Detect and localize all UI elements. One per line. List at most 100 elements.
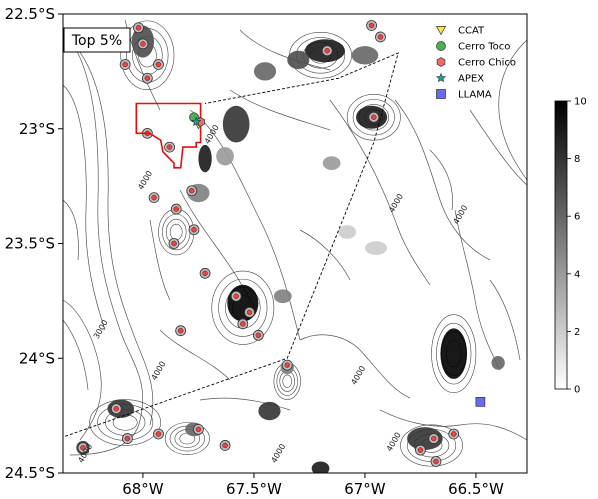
legend-label-cerro-toco: Cerro Toco <box>458 42 510 53</box>
y-tick-label: 23°S <box>19 120 55 138</box>
y-tick-label: 24°S <box>19 349 55 367</box>
shaded-patch <box>222 105 250 143</box>
peak-center <box>222 442 228 449</box>
shaded-patch <box>198 144 212 173</box>
shaded-patch <box>253 62 277 81</box>
peak-center <box>177 327 184 334</box>
peak-center <box>113 405 120 412</box>
peak-center <box>433 458 439 465</box>
shaded-patch <box>440 328 468 379</box>
peak-center <box>324 47 330 54</box>
peak-center <box>450 431 457 437</box>
colorbar-ticks: 0 2 4 6 8 10 <box>567 97 587 396</box>
legend-label-ccat: CCAT <box>458 26 485 37</box>
y-axis-ticks: 22.5°S 23°S 23.5°S 24°S 24.5°S <box>5 5 63 482</box>
site-marker-llama <box>475 397 486 407</box>
peak-center <box>233 293 239 300</box>
site-marker-apex <box>191 116 202 127</box>
x-tick-label: 66.5°W <box>448 480 504 498</box>
peak-center <box>195 426 202 433</box>
contour-ring <box>431 314 477 393</box>
peak-center <box>202 270 208 277</box>
dashed-boundary-line <box>65 52 399 437</box>
legend-marker-cerro-chico <box>436 57 446 67</box>
peak-center <box>255 332 262 339</box>
y-tick-label: 23.5°S <box>5 235 55 253</box>
shaded-patch <box>491 355 505 370</box>
x-axis-ticks: 68°W 67.5°W 67°W 66.5°W <box>122 473 504 498</box>
legend-marker-cerro-toco <box>436 41 446 51</box>
colorbar-tick-label: 6 <box>574 212 580 223</box>
legend-label-llama: LLAMA <box>458 90 492 101</box>
peak-center <box>246 309 253 316</box>
colorbar-tick-label: 10 <box>574 97 587 108</box>
colorbar-tick-label: 8 <box>574 154 580 165</box>
colorbar-tick-label: 0 <box>574 385 580 396</box>
peak-center <box>166 144 173 150</box>
peak-center <box>431 435 437 442</box>
contour-ring <box>346 94 401 141</box>
shaded-patch <box>322 156 341 171</box>
peak-center <box>80 445 86 451</box>
shaded-patch <box>338 225 357 239</box>
shaded-patch <box>407 427 443 451</box>
colorbar: 0 2 4 6 8 10 <box>554 97 587 396</box>
legend-label-apex: APEX <box>458 74 484 85</box>
peak-center <box>144 75 151 82</box>
peak-center <box>155 61 162 68</box>
peak-center <box>368 22 375 29</box>
shaded-patch <box>258 401 281 421</box>
legend-marker-llama <box>436 89 446 99</box>
site-region-outline <box>135 102 202 169</box>
shaded-patch <box>216 147 234 166</box>
peak-center <box>191 226 197 233</box>
contour-ring <box>164 422 210 455</box>
shaded-patch <box>364 241 388 255</box>
contour-ring <box>282 374 293 388</box>
panel-label-box: Top 5% <box>63 27 131 53</box>
peak-center <box>417 447 424 453</box>
x-tick-label: 67°W <box>344 480 386 498</box>
colorbar-tick-label: 2 <box>574 327 580 338</box>
peak-center <box>171 240 177 247</box>
shaded-patch <box>351 46 379 65</box>
legend: CCAT Cerro Toco Cerro Chico APEX LLAMA <box>435 26 516 101</box>
colorbar-gradient <box>554 100 568 390</box>
y-tick-label: 24.5°S <box>5 464 55 482</box>
contour-ring <box>436 322 472 385</box>
shaded-patch <box>227 284 259 322</box>
site-markers <box>189 112 486 407</box>
peak-center <box>240 321 246 327</box>
contour-ring <box>218 278 268 337</box>
contour-ring <box>120 20 175 91</box>
probability-shading <box>76 25 505 473</box>
legend-label-cerro-chico: Cerro Chico <box>458 58 516 69</box>
contour-ring <box>211 270 275 345</box>
x-tick-label: 68°W <box>122 480 164 498</box>
contour-ring <box>352 99 395 136</box>
terrain-contours <box>63 19 527 456</box>
x-tick-label: 67.5°W <box>226 480 282 498</box>
colorbar-tick-label: 4 <box>574 269 580 280</box>
peak-center <box>173 206 179 212</box>
legend-marker-apex <box>435 72 447 83</box>
peak-center <box>140 41 146 47</box>
contour-blob-layer <box>89 20 477 467</box>
y-tick-label: 22.5°S <box>5 5 55 23</box>
peak-center <box>189 187 195 194</box>
contour-ring <box>400 424 463 467</box>
shaded-patch <box>273 289 292 304</box>
peak-center <box>371 114 377 121</box>
contour-ring <box>89 399 161 446</box>
panel-label: Top 5% <box>71 33 122 49</box>
peak-center <box>135 25 142 31</box>
peak-center <box>155 431 162 437</box>
legend-marker-ccat <box>435 26 447 36</box>
peak-center <box>151 194 157 201</box>
peak-center <box>284 362 290 368</box>
peak-center <box>377 34 384 40</box>
peak-center <box>124 435 131 442</box>
shaded-patch <box>311 461 330 473</box>
